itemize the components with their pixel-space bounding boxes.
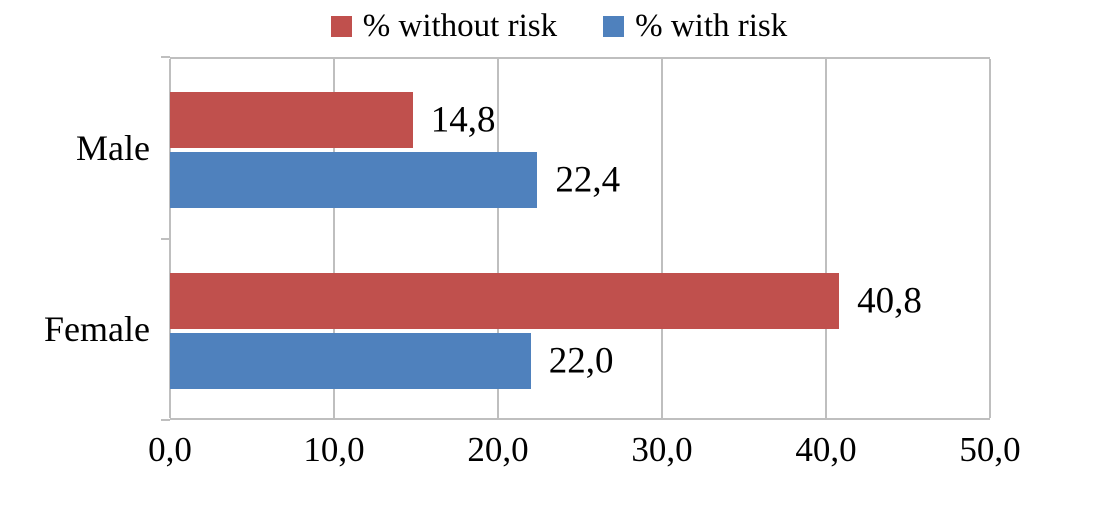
x-axis-tick-label: 10,0 — [303, 430, 365, 469]
legend-item-with-risk: % with risk — [603, 8, 787, 45]
x-axis-tick-label: 0,0 — [148, 430, 192, 469]
bar-male-with-risk — [170, 151, 538, 208]
gridline — [661, 59, 663, 418]
bar-value-label: 22,4 — [555, 159, 621, 201]
legend-swatch-without-risk — [330, 15, 352, 37]
x-axis-tick-label: 30,0 — [631, 430, 693, 469]
legend-label-with-risk: % with risk — [635, 7, 788, 44]
bar-male-without-risk — [170, 91, 413, 148]
chart-legend: % without risk % with risk — [0, 0, 1118, 52]
plot-area: 14,8 22,4 40,8 22,0 — [169, 57, 991, 420]
gridline — [825, 59, 827, 418]
gridline — [497, 59, 499, 418]
gridline — [989, 59, 991, 418]
x-axis-tick-label: 20,0 — [467, 430, 529, 469]
legend-item-without-risk: % without risk — [330, 7, 558, 45]
legend-swatch-with-risk — [603, 15, 625, 37]
bar-female-with-risk — [170, 333, 531, 390]
category-label-female: Female — [44, 309, 150, 350]
gridline — [169, 59, 171, 418]
x-axis-tick-label: 50,0 — [959, 430, 1021, 469]
legend-label-without-risk: % without risk — [362, 7, 558, 44]
x-axis-tick-label: 40,0 — [795, 430, 857, 469]
bar-value-label: 14,8 — [430, 99, 496, 141]
bar-value-label: 22,0 — [548, 340, 614, 382]
gridline — [333, 59, 335, 418]
y-axis-tick — [161, 237, 170, 240]
category-label-male: Male — [76, 127, 150, 168]
bar-female-without-risk — [170, 273, 840, 330]
y-axis-tick — [161, 419, 170, 421]
y-axis-tick — [161, 56, 170, 58]
bar-value-label: 40,8 — [857, 280, 922, 322]
